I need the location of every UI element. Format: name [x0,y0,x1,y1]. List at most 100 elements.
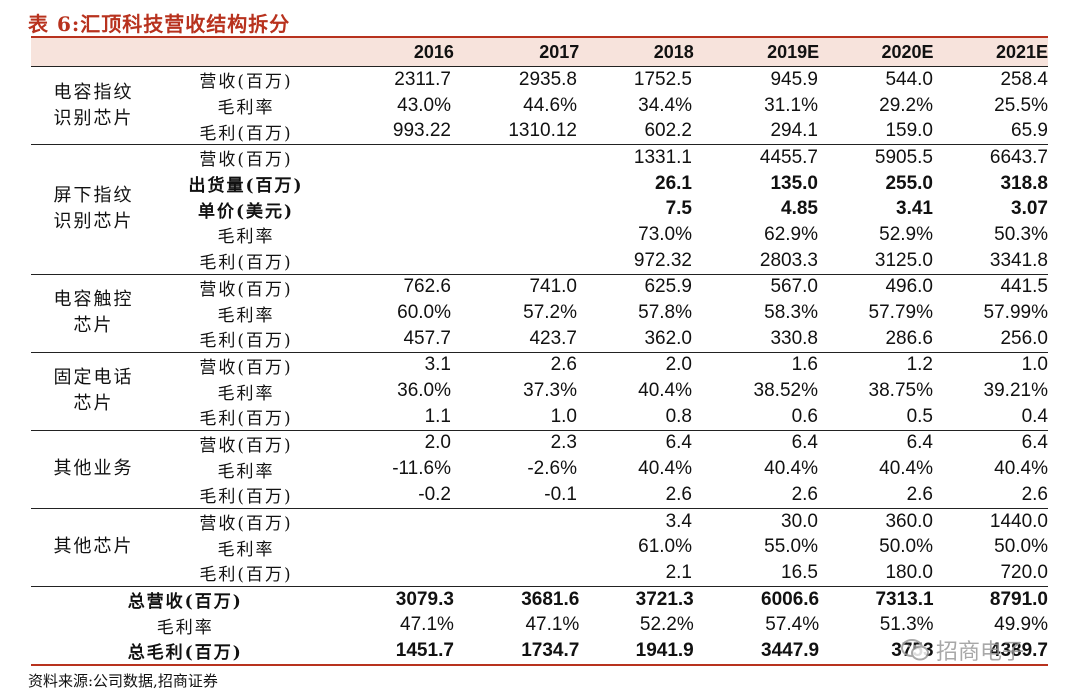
cell-value: 1.6 [791,354,818,376]
cell-value: 972.32 [633,249,692,271]
cell-value: 50.3% [994,223,1048,245]
cell-value: 25.5% [994,94,1048,116]
cell-value: 57.79% [868,302,933,324]
table-row: 营收(百万) 3.4 30.0 360.0 1440.0 [156,509,1048,535]
cell-value: 945.9 [770,68,818,90]
cell-value: 544.0 [885,68,933,90]
row-label: 营收(百万) [199,72,293,93]
cell-value: 159.0 [885,120,933,142]
row-label: 营收(百万) [199,279,293,300]
cell-value: 61.0% [638,536,692,558]
row-label: 营收(百万) [199,514,293,535]
cell-value: 3341.8 [989,249,1048,271]
cell-value: 2.3 [550,432,577,454]
cell-value: 2.0 [424,432,451,454]
table-header: 2016 2017 2018 2019E 2020E 2021E [31,36,1048,66]
table-row: 营收(百万) 762.6 741.0 625.9 567.0 496.0 441.5 [156,275,1048,301]
cell-value: 1752.5 [633,68,692,90]
cell-value: 3681.6 [521,588,580,610]
cell-value: 330.8 [770,327,818,349]
cell-value: 720.0 [1000,561,1048,583]
group-label-line: 芯片 [73,315,114,337]
cell-value: 258.4 [1000,68,1048,90]
cell-value: 625.9 [644,276,692,298]
row-label: 毛利率 [217,98,275,119]
table-row: 总毛利(百万)1451.71734.71941.93447.937534389.… [31,638,1048,664]
cell-value: 6006.6 [761,588,820,610]
row-group: 电容触控 芯片 营收(百万) 762.6 741.0 625.9 567.0 496.0 441… [31,273,1048,352]
cell-value: 39.21% [983,380,1048,402]
cell-value: 741.0 [529,276,577,298]
cell-value: 2.6 [665,483,692,505]
year-header: 2018 [653,41,694,62]
cell-value: 37.3% [523,380,577,402]
cell-value: 38.75% [868,380,933,402]
row-label: 毛利(百万) [199,409,293,430]
cell-value: 4455.7 [759,146,818,168]
cell-value: 16.5 [781,561,818,583]
cell-value: 2.6 [1021,483,1048,505]
table-row: 毛利率 -11.6% -2.6% 40.4% 40.4% 40.4% 40.4% [156,456,1049,482]
wechat-icon [901,639,929,661]
cell-value: 34.4% [638,94,692,116]
group-label-line: 其他芯片 [53,536,134,558]
table-row: 总营收(百万) 3079.3 3681.6 3721.3 6006.6 7313.1 879… [31,587,1048,613]
cell-value: 7313.1 [875,588,934,610]
cell-value: 362.0 [644,327,692,349]
row-group: 固定电话 芯片 营收(百万) 3.1 2.6 2.0 1.6 1.2 1.0 毛利率 36.0% 37… [31,351,1048,430]
cell-value: 55.0% [764,536,818,558]
group-label: 电容触控 芯片 [31,275,156,352]
cell-value: 567.0 [770,276,818,298]
cell-value: 2.6 [906,483,933,505]
cell-value: 4.85 [781,198,818,220]
cell-value: 47.1% [400,614,454,636]
cell-value: 57.4% [765,614,820,636]
cell-value: 50.0% [994,536,1048,558]
cell-value: 36.0% [397,380,451,402]
cell-value: 2.6 [791,483,818,505]
cell-value: 47.1% [525,614,580,636]
cell-value: 3447.9 [761,639,820,661]
cell-value: 57.8% [638,302,692,324]
row-label: 毛利(百万) [199,331,293,352]
cell-value: 40.4% [879,458,933,480]
cell-value: 57.2% [523,302,577,324]
cell-value: 2.6 [550,354,577,376]
cell-value: 602.2 [644,120,692,142]
cell-value: 2311.7 [394,68,451,90]
cell-value: 255.0 [885,172,933,194]
row-label: 毛利率 [217,539,275,560]
group-label-line: 电容指纹 [53,81,134,103]
row-group: 其他芯片 营收(百万) 3.4 30.0 360.0 1440.0 毛利率 61.0% 55.0… [31,507,1048,586]
row-label: 毛利率 [217,227,275,248]
row-label: 总营收(百万) [127,592,243,613]
row-label: 营收(百万) [199,435,293,456]
cell-value: 3.07 [1011,198,1048,220]
row-label: 毛利率 [217,461,275,482]
cell-value: -0.1 [544,483,577,505]
cell-value: 4389.7 [989,639,1049,661]
cell-value: 762.6 [403,276,451,298]
cell-value: 57.99% [983,302,1048,324]
cell-value: 1.2 [906,354,933,376]
cell-value: 441.5 [1000,276,1048,298]
row-label: 毛利(百万) [199,487,293,508]
cell-value: 1.0 [1021,354,1048,376]
table-row: 营收(百万) 2.0 2.3 6.4 6.4 6.4 6.4 [156,431,1048,457]
cell-value: 49.9% [994,614,1049,636]
year-header: 2017 [539,41,580,62]
cell-value: 0.6 [791,405,818,427]
cell-value: 40.4% [994,458,1048,480]
row-label: 营收(百万) [199,150,293,171]
cell-value: 8791.0 [989,588,1049,610]
watermark-text: 招商电子 [936,640,1025,665]
cell-value: 6.4 [906,432,933,454]
cell-value: 286.6 [885,327,933,349]
group-label: 其他业务 [31,431,156,508]
table-row: 毛利(百万) 1.1 1.0 0.8 0.6 0.5 0.4 [156,404,1048,430]
cell-value: 423.7 [529,327,577,349]
cell-value: 1451.7 [395,639,454,661]
cell-value: 6.4 [1021,432,1048,454]
cell-value: 2935.8 [518,68,577,90]
year-header: 2020E [881,41,934,62]
